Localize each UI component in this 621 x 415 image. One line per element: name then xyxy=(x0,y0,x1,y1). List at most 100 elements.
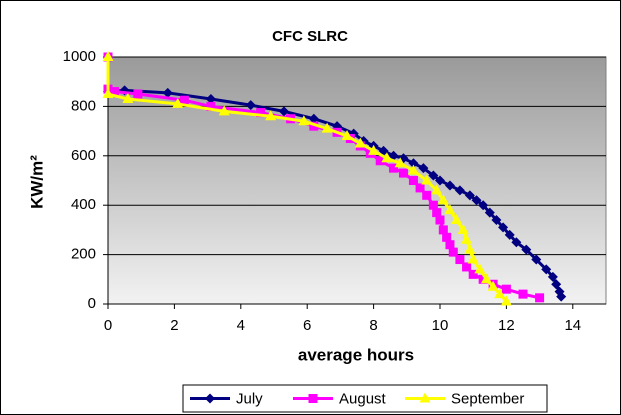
marker xyxy=(205,393,215,404)
marker xyxy=(491,215,502,226)
marker xyxy=(398,168,408,178)
y-axis-label: KW/m² xyxy=(27,155,46,209)
marker xyxy=(480,273,492,284)
marker xyxy=(478,274,488,284)
marker xyxy=(341,130,353,141)
x-tick-label: 8 xyxy=(369,317,377,334)
marker xyxy=(462,262,472,272)
marker xyxy=(541,264,552,275)
marker xyxy=(408,158,419,169)
marker xyxy=(133,89,143,99)
marker xyxy=(468,269,478,279)
marker xyxy=(354,137,366,148)
marker xyxy=(418,163,429,174)
marker xyxy=(471,195,482,206)
marker xyxy=(511,237,522,248)
marker xyxy=(428,170,439,181)
x-tick-label: 10 xyxy=(432,317,449,334)
marker xyxy=(206,101,216,111)
marker xyxy=(172,97,184,108)
marker xyxy=(556,291,567,302)
marker xyxy=(531,254,542,265)
marker xyxy=(551,279,562,290)
marker xyxy=(102,88,114,99)
marker xyxy=(438,225,448,235)
marker xyxy=(308,394,318,403)
marker xyxy=(442,232,452,242)
marker xyxy=(162,87,173,98)
marker xyxy=(179,95,189,105)
x-tick-label: 2 xyxy=(170,317,178,334)
marker xyxy=(408,176,418,185)
x-tick-label: 12 xyxy=(498,317,515,334)
chart-title: CFC SLRC xyxy=(272,28,348,45)
y-tick-label: 1000 xyxy=(63,48,96,65)
marker xyxy=(265,110,277,121)
y-tick-label: 800 xyxy=(71,97,96,114)
marker xyxy=(494,288,506,299)
marker xyxy=(448,247,458,257)
legend-label: July xyxy=(236,390,263,407)
y-tick-label: 200 xyxy=(71,246,96,263)
plot-area xyxy=(107,56,607,305)
marker xyxy=(464,243,476,254)
marker xyxy=(451,214,463,225)
marker xyxy=(445,240,455,250)
legend xyxy=(182,384,548,413)
marker xyxy=(478,200,489,211)
marker xyxy=(464,190,475,201)
marker xyxy=(547,271,558,282)
marker xyxy=(504,229,515,240)
marker xyxy=(435,175,445,186)
x-tick-label: 4 xyxy=(237,317,245,334)
marker xyxy=(484,207,495,218)
marker xyxy=(432,208,442,218)
marker xyxy=(457,223,469,234)
marker xyxy=(487,280,499,291)
y-tick-label: 400 xyxy=(71,196,96,213)
marker xyxy=(368,144,380,155)
marker xyxy=(309,121,319,131)
marker xyxy=(389,163,399,173)
marker xyxy=(245,100,256,111)
marker xyxy=(298,115,310,126)
y-tick-label: 0 xyxy=(88,295,96,312)
marker xyxy=(535,293,545,303)
marker xyxy=(521,244,532,255)
marker xyxy=(498,222,509,233)
marker xyxy=(474,263,486,274)
marker xyxy=(435,215,445,225)
marker xyxy=(381,152,393,163)
marker xyxy=(461,233,473,244)
series-line xyxy=(106,57,508,303)
marker xyxy=(102,51,114,61)
marker xyxy=(444,180,455,191)
marker xyxy=(394,157,406,168)
marker xyxy=(218,105,230,116)
marker xyxy=(308,113,319,124)
marker xyxy=(500,295,512,306)
x-axis-label: average hours xyxy=(298,345,414,364)
marker xyxy=(518,289,528,299)
marker xyxy=(428,200,438,210)
marker xyxy=(375,156,385,166)
marker xyxy=(455,255,465,265)
marker xyxy=(122,92,134,103)
marker xyxy=(501,284,511,294)
marker xyxy=(278,106,289,117)
marker xyxy=(422,190,432,200)
marker xyxy=(407,164,419,175)
x-tick-label: 14 xyxy=(564,317,581,334)
legend-label: August xyxy=(339,390,387,407)
marker xyxy=(415,183,425,193)
marker xyxy=(205,93,216,104)
legend-label: September xyxy=(451,390,524,407)
y-tick-label: 600 xyxy=(71,147,96,164)
marker xyxy=(110,87,120,97)
marker xyxy=(256,108,266,118)
marker xyxy=(419,392,431,403)
marker xyxy=(431,184,443,195)
marker xyxy=(437,194,449,205)
